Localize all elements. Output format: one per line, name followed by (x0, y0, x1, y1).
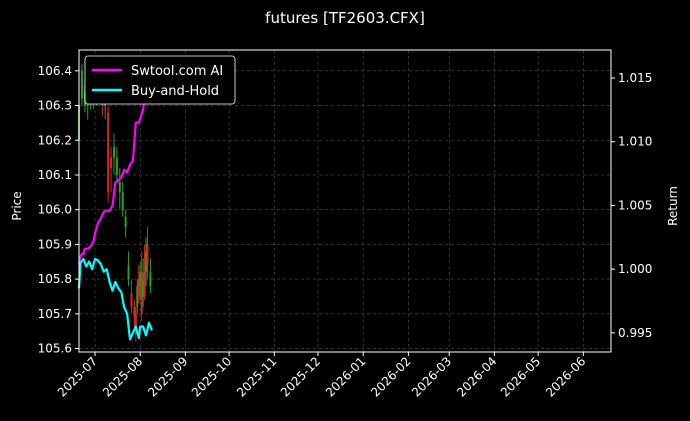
legend-label-buyhold: Buy-and-Hold (131, 84, 219, 99)
y-axis-label-right: Return (666, 186, 680, 226)
series-line-strategy (77, 65, 151, 264)
candle (133, 299, 136, 328)
y-right-tick-label: 1.005 (618, 198, 652, 212)
candle-body (110, 157, 113, 169)
plot-frame (78, 49, 612, 353)
candle-body (80, 70, 83, 99)
y-left-tick-label: 106.2 (38, 133, 72, 147)
candle (118, 168, 121, 210)
x-tick-label: 2025-10 (189, 354, 234, 399)
candle-body (140, 272, 143, 314)
y-left-tick-label: 105.9 (38, 237, 72, 251)
candle-body (145, 251, 148, 273)
candle-body (143, 272, 146, 297)
candle-body (130, 292, 133, 307)
x-tick-label: 2025-09 (145, 354, 190, 399)
candle-body (107, 112, 110, 193)
candle (146, 227, 149, 280)
candle (139, 261, 142, 300)
y-right-tick-label: 0.995 (618, 326, 652, 340)
y-left-tick-label: 106.0 (38, 203, 72, 217)
legend: Swtool.com AI Buy-and-Hold (84, 55, 236, 105)
candle (115, 147, 118, 182)
candle (80, 63, 83, 106)
candle-body (134, 313, 137, 335)
y-right-tick-label: 1.000 (618, 262, 652, 276)
candle (134, 306, 137, 342)
y-left-tick-label: 105.7 (38, 307, 72, 321)
y-left-tick-label: 106.1 (38, 168, 72, 182)
candle-body (118, 181, 121, 193)
y-axis-label-left: Price (10, 191, 24, 220)
x-tick-label: 2026-06 (543, 354, 588, 399)
x-tick-label: 2026-04 (454, 354, 499, 399)
candle (121, 181, 124, 217)
y-right-tick-label: 1.010 (618, 135, 652, 149)
x-tick-label: 2026-02 (368, 354, 413, 399)
candle-body (121, 192, 124, 210)
candle (112, 133, 115, 175)
line-layer (77, 65, 153, 341)
candle (149, 258, 152, 293)
candle-body (137, 279, 140, 297)
candle-body (124, 216, 127, 228)
series-line-buyhold (77, 257, 153, 341)
candle-body (127, 265, 130, 280)
candle (137, 265, 140, 304)
candle (110, 147, 113, 193)
x-tick-label: 2025-07 (55, 354, 100, 399)
x-tick-label: 2025-12 (278, 354, 323, 399)
candle (127, 251, 130, 287)
candle (143, 244, 146, 300)
y-right-tick-label: 1.015 (618, 71, 652, 85)
candle (107, 105, 110, 203)
candle-body (133, 306, 136, 318)
candle-body (139, 272, 142, 287)
candle (130, 279, 133, 314)
candle (145, 237, 148, 287)
y-left-tick-label: 106.3 (38, 99, 72, 113)
y-left-tick-label: 105.8 (38, 272, 72, 286)
chart-title: futures [TF2603.CFX] (265, 9, 425, 27)
x-tick-label: 2026-05 (498, 354, 543, 399)
candle (140, 251, 143, 321)
y-left-tick-label: 106.4 (38, 64, 72, 78)
candle-body (149, 272, 152, 287)
candle-body (115, 157, 118, 175)
x-tick-label: 2026-03 (409, 354, 454, 399)
legend-box (84, 55, 236, 105)
candle-body (146, 244, 149, 266)
candle-body (142, 279, 145, 297)
candle-body (136, 286, 139, 307)
candle (124, 209, 127, 238)
candle-body (112, 147, 115, 158)
x-tick-label: 2026-01 (323, 354, 368, 399)
y-left-tick-label: 105.6 (38, 342, 72, 356)
candle (136, 279, 139, 314)
legend-label-strategy: Swtool.com AI (131, 64, 223, 79)
candle (142, 258, 145, 307)
x-tick-label: 2025-11 (234, 354, 279, 399)
x-tick-label: 2025-08 (100, 354, 145, 399)
